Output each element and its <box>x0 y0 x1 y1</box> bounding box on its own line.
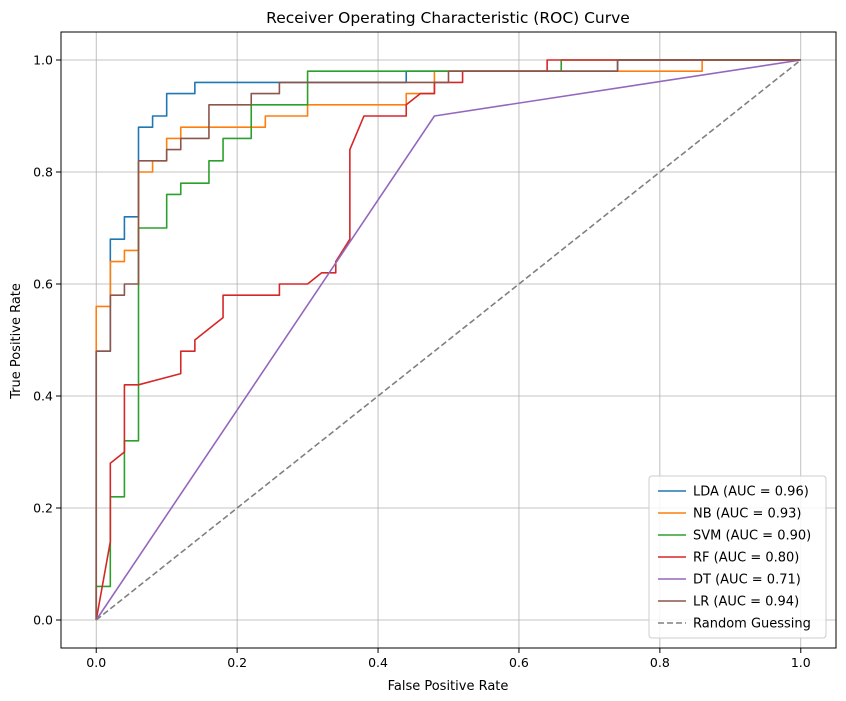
series-line-random-guessing <box>95 59 802 621</box>
x-tick-label: 0.8 <box>650 655 670 670</box>
x-tick-label: 0.4 <box>368 655 388 670</box>
legend-label-lda: LDA (AUC = 0.96) <box>693 485 809 500</box>
legend-label-random-guessing: Random Guessing <box>693 617 811 632</box>
x-tick-label: 0.0 <box>86 655 106 670</box>
series-line-rf <box>95 59 801 621</box>
chart-title: Receiver Operating Characteristic (ROC) … <box>266 9 630 27</box>
x-axis-title: False Positive Rate <box>388 679 509 694</box>
legend-label-rf: RF (AUC = 0.80) <box>693 551 799 566</box>
series-line-dt <box>95 59 801 621</box>
y-tick-label: 0.2 <box>33 501 53 516</box>
legend-label-svm: SVM (AUC = 0.90) <box>693 529 811 544</box>
plot-frame <box>60 31 837 649</box>
series-line-svm <box>95 59 801 620</box>
x-tick-label: 0.6 <box>509 655 529 670</box>
x-tick-label: 1.0 <box>791 655 811 670</box>
legend: LDA (AUC = 0.96) NB (AUC = 0.93) SVM (AUC … <box>648 475 827 639</box>
grid <box>61 32 836 648</box>
legend-label-dt: DT (AUC = 0.71) <box>693 573 801 588</box>
y-tick-label: 0.0 <box>33 613 53 628</box>
y-tick-label: 1.0 <box>33 53 53 68</box>
series-lines <box>95 59 802 621</box>
y-tick-label: 0.6 <box>33 277 53 292</box>
legend-label-nb: NB (AUC = 0.93) <box>693 507 802 522</box>
legend-box <box>648 475 827 639</box>
y-tick-label: 0.8 <box>33 165 53 180</box>
y-tick-label: 0.4 <box>33 389 53 404</box>
legend-label-lr: LR (AUC = 0.94) <box>693 595 799 610</box>
y-axis-title: True Positive Rate <box>9 283 24 400</box>
x-tick-label: 0.2 <box>227 655 247 670</box>
series-line-lr <box>95 59 801 620</box>
axis-ticks: 0.0 0.2 0.4 0.6 0.8 1.0 0.0 0.2 0.4 0.6 0.8 1.0 <box>33 53 811 671</box>
